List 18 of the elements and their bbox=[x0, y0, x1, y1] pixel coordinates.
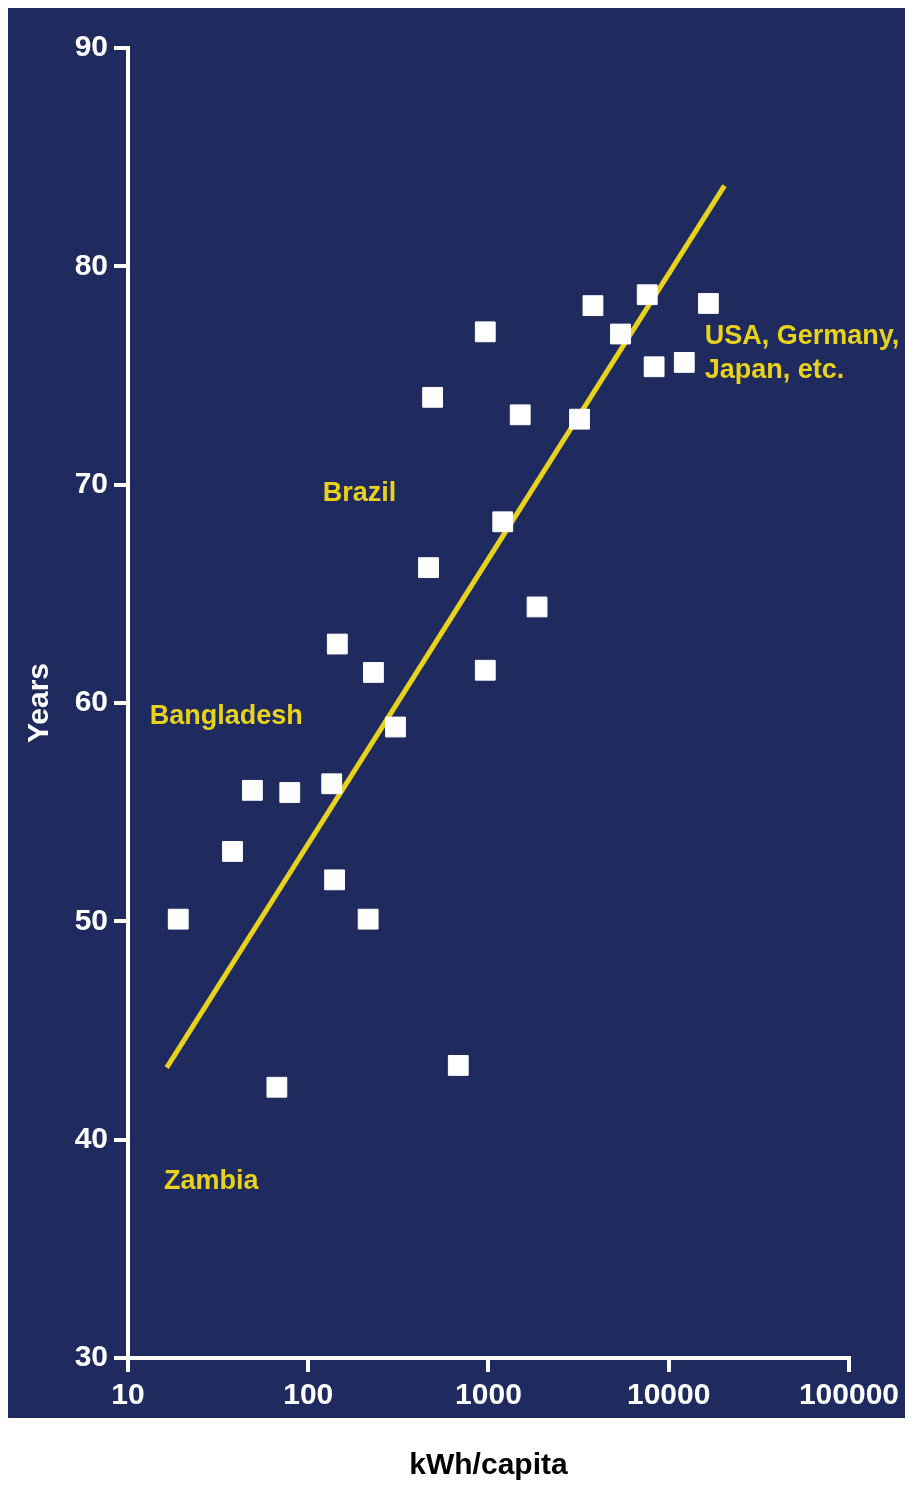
x-tick-label: 100 bbox=[283, 1377, 334, 1411]
annotation: USA, Germany, Japan, etc. bbox=[704, 319, 900, 384]
annotation: Brazil bbox=[322, 476, 397, 507]
y-tick-label: 60 bbox=[74, 684, 108, 718]
y-tick-label: 70 bbox=[74, 465, 108, 499]
x-tick-label: 10 bbox=[111, 1377, 145, 1411]
x-axis-title: kWh/capita bbox=[409, 1447, 568, 1481]
y-tick-label: 80 bbox=[74, 247, 108, 281]
x-tick-label: 1000 bbox=[455, 1377, 522, 1411]
y-tick-label: 90 bbox=[74, 29, 108, 63]
annotation: Bangladesh bbox=[149, 699, 303, 730]
y-axis-title: Years bbox=[21, 662, 55, 744]
x-tick-label: 10000 bbox=[626, 1377, 711, 1411]
y-tick-label: 30 bbox=[74, 1339, 108, 1373]
y-tick-label: 50 bbox=[74, 902, 108, 936]
annotation: Zambia bbox=[164, 1164, 260, 1195]
x-tick-label: 100000 bbox=[798, 1377, 899, 1411]
y-tick-label: 40 bbox=[74, 1120, 108, 1154]
